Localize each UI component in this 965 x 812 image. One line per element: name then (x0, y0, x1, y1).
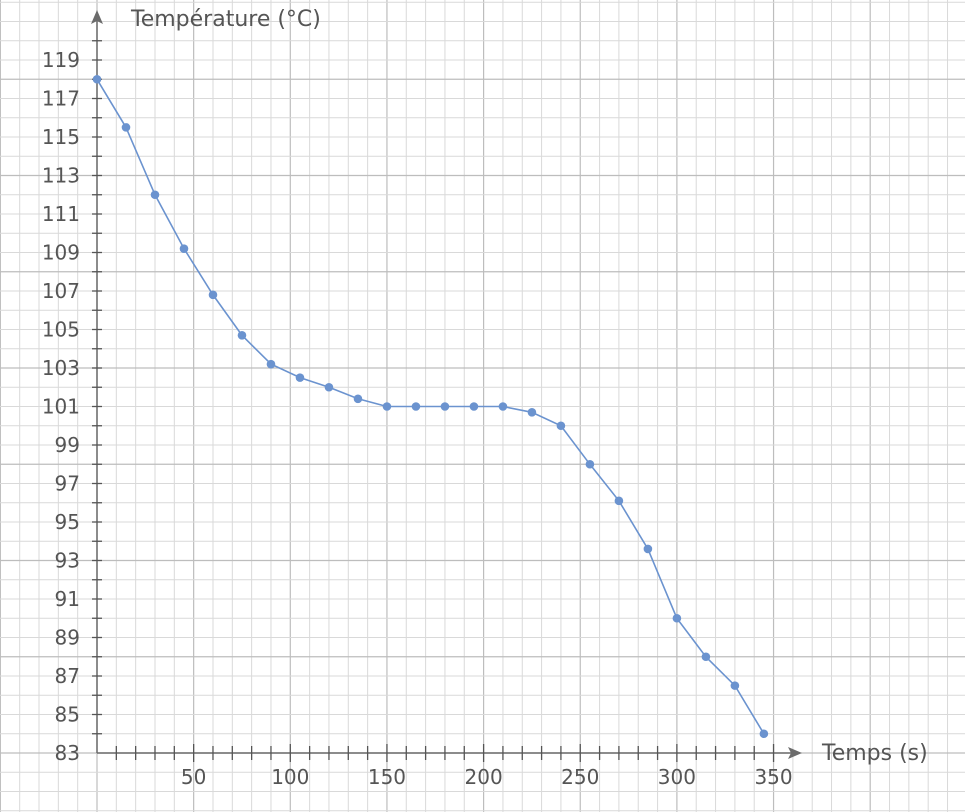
y-tick-label: 119 (42, 48, 80, 72)
data-point (759, 729, 769, 739)
y-tick-label: 91 (55, 587, 80, 611)
data-point (730, 681, 740, 690)
x-tick-label: 50 (181, 765, 206, 789)
y-tick-label: 99 (55, 433, 80, 457)
data-point (585, 459, 595, 469)
data-point (614, 496, 624, 506)
data-point (469, 402, 479, 411)
y-tick-label: 115 (42, 125, 80, 149)
data-point (498, 402, 508, 411)
tick-labels: 50 100 150 200 250 300 350 83 85 87 89 91 93 95 97 99 10… (42, 48, 793, 789)
x-axis-title: Temps (s) (821, 741, 928, 766)
data-point (353, 394, 363, 404)
x-tick-label: 350 (754, 765, 792, 789)
y-tick-label: 93 (55, 549, 80, 573)
x-tick-label: 250 (561, 765, 599, 789)
series (92, 74, 769, 739)
axes (91, 10, 802, 759)
y-tick-label: 111 (42, 202, 80, 226)
y-tick-label: 101 (42, 395, 80, 419)
series-line (96, 78, 765, 735)
data-point (266, 359, 276, 369)
data-point (527, 407, 537, 417)
data-point (556, 421, 566, 431)
data-point (672, 613, 682, 623)
data-point (179, 244, 189, 253)
y-tick-label: 107 (42, 279, 80, 303)
y-axis-arrow (91, 10, 103, 24)
data-point (324, 382, 334, 392)
data-point (440, 402, 450, 411)
y-axis-title: Température (°C) (130, 7, 321, 32)
y-tick-label: 109 (42, 241, 80, 265)
x-tick-label: 100 (271, 765, 309, 789)
y-tick-label: 103 (42, 356, 80, 380)
data-point (382, 402, 392, 411)
y-tick-label: 113 (42, 164, 80, 188)
data-point (92, 74, 102, 84)
data-point (295, 373, 305, 382)
data-point (150, 190, 160, 200)
data-point (701, 652, 711, 662)
y-tick-label: 97 (55, 472, 80, 496)
y-tick-label: 117 (42, 87, 80, 111)
y-tick-label: 83 (55, 741, 80, 765)
y-tick-label: 95 (55, 510, 80, 534)
data-point (411, 402, 421, 411)
x-tick-label: 200 (465, 765, 503, 789)
y-tick-label: 87 (55, 664, 80, 688)
data-point (237, 330, 247, 340)
data-point (121, 123, 131, 132)
data-point (208, 290, 218, 300)
y-tick-label: 105 (42, 318, 80, 342)
x-tick-label: 150 (368, 765, 406, 789)
y-tick-label: 89 (55, 626, 80, 650)
x-tick-label: 300 (658, 765, 696, 789)
ticks (92, 40, 775, 762)
data-point (643, 544, 653, 554)
y-tick-label: 85 (55, 703, 80, 727)
x-axis-arrow (788, 747, 802, 759)
